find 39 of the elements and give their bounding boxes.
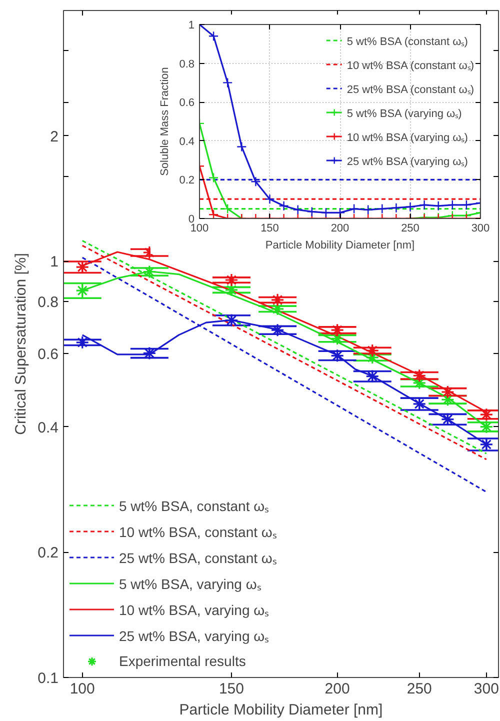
legend-label: 25 wt% BSA (constant ωₛ)	[346, 82, 474, 96]
legend-label: 5 wt% BSA, constant ωₛ	[119, 496, 269, 514]
y-tick-label: 0.1	[38, 670, 59, 687]
legend-label: 10 wt% BSA, varying ωₛ	[119, 600, 269, 618]
legend-label: 10 wt% BSA (varying ωₛ)	[346, 130, 468, 144]
y-tick-label: 0.2	[38, 544, 59, 562]
y-tick-label: 0.6	[38, 346, 59, 364]
y-tick-label: 0.6	[179, 97, 195, 110]
y-tick-label: 1	[188, 20, 195, 32]
x-axis-title: Particle Mobility Diameter [nm]	[265, 240, 415, 252]
x-axis-title: Particle Mobility Diameter [nm]	[179, 702, 383, 718]
y-axis-title: Soluble Mass Fraction	[159, 67, 172, 176]
y-tick-label: 0.4	[38, 419, 59, 436]
y-tick-label: 1	[50, 254, 58, 271]
y-tick-label: 2	[50, 128, 58, 146]
legend-label: 5 wt% BSA (varying ωₛ)	[346, 106, 462, 120]
x-tick-label: 200	[330, 222, 350, 234]
x-tick-label: 200	[324, 680, 350, 698]
legend-label: 10 wt% BSA, constant ωₛ	[119, 522, 276, 540]
legend-label: 5 wt% BSA (constant ωₛ)	[346, 34, 468, 48]
y-axis-title: Critical Supersaturation [%]	[12, 253, 30, 435]
y-tick-label: 0.8	[38, 294, 59, 312]
x-tick-label: 250	[401, 222, 420, 234]
legend-label: 25 wt% BSA, varying ωₛ	[119, 626, 269, 644]
y-tick-label: 0.4	[179, 136, 195, 148]
x-tick-label: 250	[406, 680, 432, 698]
x-tick-label: 300	[474, 680, 499, 698]
x-tick-label: 100	[70, 680, 95, 698]
y-tick-label: 0.2	[179, 174, 195, 187]
x-tick-label: 150	[260, 222, 279, 234]
x-tick-label: 100	[190, 222, 209, 234]
legend-label: Experimental results	[119, 652, 246, 670]
x-tick-label: 150	[218, 680, 244, 698]
legend-label: 10 wt% BSA (constant ωₛ)	[346, 58, 474, 72]
legend-label: 25 wt% BSA, constant ωₛ	[119, 548, 276, 566]
y-tick-label: 0.8	[179, 58, 195, 70]
x-tick-label: 300	[471, 222, 490, 234]
legend-label: 25 wt% BSA (varying ωₛ)	[346, 154, 468, 168]
legend-label: 5 wt% BSA, varying ωₛ	[119, 574, 261, 592]
